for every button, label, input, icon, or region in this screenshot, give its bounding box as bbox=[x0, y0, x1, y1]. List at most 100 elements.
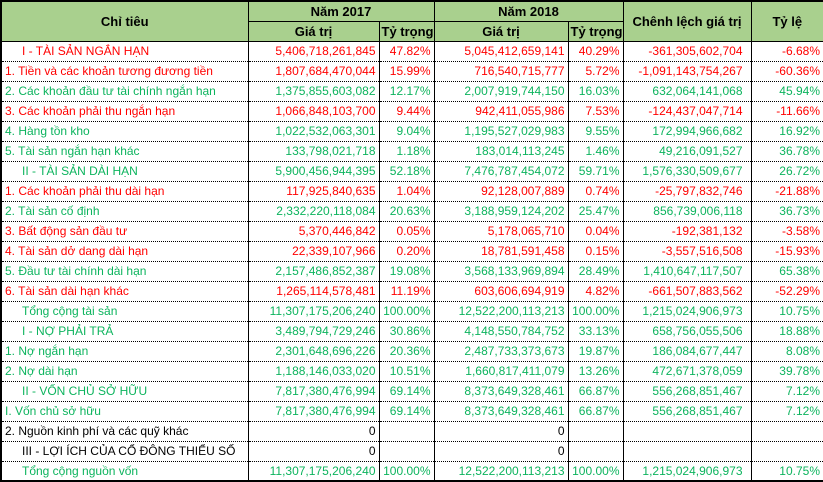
cell-gia-tri-2017[interactable]: 2,332,220,118,084 bbox=[247, 201, 380, 222]
cell-ty-trong-2017[interactable]: 100.00% bbox=[378, 461, 435, 482]
cell-ty-le[interactable]: -3.58% bbox=[750, 221, 823, 242]
row-label-cell[interactable]: 5. Tài sản ngắn hạn khác bbox=[0, 141, 249, 162]
cell-chenh-lech[interactable]: 172,994,966,682 bbox=[622, 121, 752, 142]
cell-chenh-lech[interactable]: 49,216,091,527 bbox=[622, 141, 752, 162]
cell-chenh-lech[interactable]: -192,381,132 bbox=[622, 221, 752, 242]
cell-ty-le[interactable] bbox=[750, 441, 823, 462]
col-header-gia-tri-2018[interactable]: Giá trị bbox=[433, 20, 569, 42]
cell-ty-trong-2018[interactable]: 5.72% bbox=[567, 61, 624, 82]
cell-gia-tri-2017[interactable]: 1,066,848,103,700 bbox=[247, 101, 380, 122]
cell-ty-le[interactable]: 65.38% bbox=[750, 261, 823, 282]
cell-gia-tri-2018[interactable]: 942,411,055,986 bbox=[433, 101, 569, 122]
cell-ty-trong-2018[interactable] bbox=[567, 421, 624, 442]
cell-ty-trong-2018[interactable]: 4.82% bbox=[567, 281, 624, 302]
row-label-cell[interactable]: III - LỢI ÍCH CỦA CỔ ĐÔNG THIỂU SỐ bbox=[0, 441, 249, 462]
cell-ty-le[interactable]: 10.75% bbox=[750, 461, 823, 482]
cell-ty-trong-2018[interactable]: 33.13% bbox=[567, 321, 624, 342]
cell-chenh-lech[interactable]: 856,739,006,118 bbox=[622, 201, 752, 222]
cell-gia-tri-2017[interactable]: 2,301,648,696,226 bbox=[247, 341, 380, 362]
cell-ty-trong-2017[interactable]: 30.86% bbox=[378, 321, 435, 342]
cell-ty-trong-2018[interactable]: 28.49% bbox=[567, 261, 624, 282]
row-label-cell[interactable]: 6. Tài sản dài hạn khác bbox=[0, 281, 249, 302]
cell-chenh-lech[interactable]: 1,215,024,906,973 bbox=[622, 461, 752, 482]
cell-gia-tri-2017[interactable]: 11,307,175,206,240 bbox=[247, 301, 380, 322]
cell-ty-trong-2017[interactable] bbox=[378, 421, 435, 442]
cell-ty-trong-2018[interactable]: 1.46% bbox=[567, 141, 624, 162]
cell-gia-tri-2017[interactable]: 133,798,021,718 bbox=[247, 141, 380, 162]
col-header-gia-tri-2017[interactable]: Giá trị bbox=[247, 20, 380, 42]
row-label-cell[interactable]: 1. Nợ ngắn hạn bbox=[0, 341, 249, 362]
cell-gia-tri-2018[interactable]: 2,007,919,744,150 bbox=[433, 81, 569, 102]
cell-gia-tri-2018[interactable]: 92,128,007,889 bbox=[433, 181, 569, 202]
cell-chenh-lech[interactable]: -25,797,832,746 bbox=[622, 181, 752, 202]
cell-ty-trong-2017[interactable]: 0.20% bbox=[378, 241, 435, 262]
cell-gia-tri-2017[interactable]: 1,188,146,033,020 bbox=[247, 361, 380, 382]
cell-ty-trong-2017[interactable]: 12.17% bbox=[378, 81, 435, 102]
col-header-chi-tieu[interactable]: Chỉ tiêu bbox=[0, 0, 249, 42]
cell-gia-tri-2018[interactable]: 183,014,113,245 bbox=[433, 141, 569, 162]
cell-ty-trong-2018[interactable]: 59.71% bbox=[567, 161, 624, 182]
row-label-cell[interactable]: Tổng cộng tài sản bbox=[0, 301, 249, 322]
cell-gia-tri-2017[interactable]: 1,022,532,063,301 bbox=[247, 121, 380, 142]
cell-ty-trong-2017[interactable]: 20.63% bbox=[378, 201, 435, 222]
cell-ty-trong-2017[interactable]: 47.82% bbox=[378, 41, 435, 62]
cell-ty-trong-2018[interactable]: 40.29% bbox=[567, 41, 624, 62]
row-label-cell[interactable]: 4. Hàng tồn kho bbox=[0, 121, 249, 142]
cell-chenh-lech[interactable]: -1,091,143,754,267 bbox=[622, 61, 752, 82]
cell-gia-tri-2017[interactable]: 11,307,175,206,240 bbox=[247, 461, 380, 482]
cell-ty-trong-2017[interactable]: 9.04% bbox=[378, 121, 435, 142]
cell-chenh-lech[interactable]: -361,305,602,704 bbox=[622, 41, 752, 62]
cell-gia-tri-2017[interactable]: 22,339,107,966 bbox=[247, 241, 380, 262]
row-label-cell[interactable]: 1. Tiền và các khoản tương đương tiền bbox=[0, 61, 249, 82]
cell-ty-trong-2017[interactable]: 0.05% bbox=[378, 221, 435, 242]
row-label-cell[interactable]: Tổng cộng nguồn vốn bbox=[0, 461, 249, 482]
cell-chenh-lech[interactable]: 1,576,330,509,677 bbox=[622, 161, 752, 182]
cell-ty-le[interactable]: -21.88% bbox=[750, 181, 823, 202]
cell-gia-tri-2018[interactable]: 5,045,412,659,141 bbox=[433, 41, 569, 62]
cell-ty-trong-2017[interactable]: 10.51% bbox=[378, 361, 435, 382]
col-header-ty-le[interactable]: Tỷ lệ bbox=[750, 0, 823, 42]
col-header-nam-2018[interactable]: Năm 2018 bbox=[433, 0, 624, 22]
cell-ty-trong-2018[interactable]: 0.74% bbox=[567, 181, 624, 202]
cell-ty-trong-2017[interactable]: 11.19% bbox=[378, 281, 435, 302]
cell-ty-trong-2018[interactable]: 0.15% bbox=[567, 241, 624, 262]
row-label-cell[interactable]: I. Vốn chủ sở hữu bbox=[0, 401, 249, 422]
cell-gia-tri-2017[interactable]: 0 bbox=[247, 441, 380, 462]
cell-gia-tri-2017[interactable]: 0 bbox=[247, 421, 380, 442]
row-label-cell[interactable]: 2. Tài sản cố định bbox=[0, 201, 249, 222]
col-header-nam-2017[interactable]: Năm 2017 bbox=[247, 0, 435, 22]
cell-gia-tri-2017[interactable]: 5,370,446,842 bbox=[247, 221, 380, 242]
cell-gia-tri-2018[interactable]: 3,568,133,969,894 bbox=[433, 261, 569, 282]
cell-gia-tri-2018[interactable]: 8,373,649,328,461 bbox=[433, 401, 569, 422]
cell-gia-tri-2018[interactable]: 0 bbox=[433, 441, 569, 462]
cell-ty-trong-2017[interactable]: 52.18% bbox=[378, 161, 435, 182]
row-label-cell[interactable]: II - VỐN CHỦ SỞ HỮU bbox=[0, 381, 249, 402]
cell-gia-tri-2017[interactable]: 7,817,380,476,994 bbox=[247, 401, 380, 422]
cell-gia-tri-2018[interactable]: 8,373,649,328,461 bbox=[433, 381, 569, 402]
cell-gia-tri-2018[interactable]: 5,178,065,710 bbox=[433, 221, 569, 242]
cell-chenh-lech[interactable]: 1,215,024,906,973 bbox=[622, 301, 752, 322]
cell-chenh-lech[interactable]: 1,410,647,117,507 bbox=[622, 261, 752, 282]
cell-gia-tri-2018[interactable]: 603,606,694,919 bbox=[433, 281, 569, 302]
cell-ty-trong-2017[interactable]: 69.14% bbox=[378, 381, 435, 402]
cell-ty-le[interactable]: -6.68% bbox=[750, 41, 823, 62]
cell-gia-tri-2017[interactable]: 3,489,794,729,246 bbox=[247, 321, 380, 342]
cell-ty-le[interactable]: 36.78% bbox=[750, 141, 823, 162]
cell-ty-le[interactable]: -11.66% bbox=[750, 101, 823, 122]
cell-ty-trong-2018[interactable]: 19.87% bbox=[567, 341, 624, 362]
cell-gia-tri-2017[interactable]: 2,157,486,852,387 bbox=[247, 261, 380, 282]
cell-chenh-lech[interactable]: -661,507,883,562 bbox=[622, 281, 752, 302]
cell-gia-tri-2017[interactable]: 5,406,718,261,845 bbox=[247, 41, 380, 62]
cell-gia-tri-2018[interactable]: 18,781,591,458 bbox=[433, 241, 569, 262]
cell-ty-trong-2017[interactable]: 1.04% bbox=[378, 181, 435, 202]
cell-chenh-lech[interactable]: -124,437,047,714 bbox=[622, 101, 752, 122]
row-label-cell[interactable]: 3. Bất động sản đầu tư bbox=[0, 221, 249, 242]
cell-gia-tri-2018[interactable]: 4,148,550,784,752 bbox=[433, 321, 569, 342]
cell-ty-le[interactable]: -60.36% bbox=[750, 61, 823, 82]
cell-chenh-lech[interactable]: 472,671,378,059 bbox=[622, 361, 752, 382]
cell-gia-tri-2018[interactable]: 1,195,527,029,983 bbox=[433, 121, 569, 142]
cell-ty-le[interactable]: 8.08% bbox=[750, 341, 823, 362]
row-label-cell[interactable]: 2. Nguồn kinh phí và các quỹ khác bbox=[0, 421, 249, 442]
cell-gia-tri-2018[interactable]: 12,522,200,113,213 bbox=[433, 461, 569, 482]
row-label-cell[interactable]: 3. Các khoản phải thu ngắn hạn bbox=[0, 101, 249, 122]
